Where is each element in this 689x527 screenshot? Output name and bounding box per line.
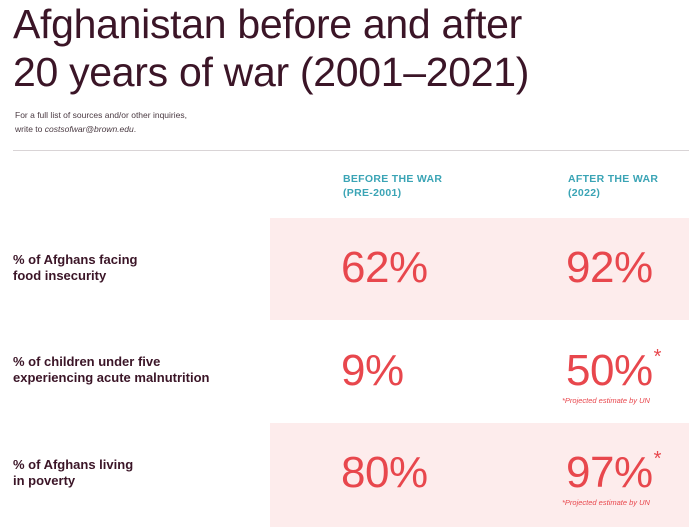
value-before-food-insecurity: 62% [341, 243, 428, 292]
title-line-2: 20 years of war (2001–2021) [13, 49, 530, 95]
value-after-malnutrition: 50%* [566, 346, 662, 395]
source-line-2: write to costsofwar@brown.edu. [15, 124, 137, 134]
projection-note-malnutrition: *Projected estimate by UN [562, 396, 650, 405]
title-line-1: Afghanistan before and after [13, 1, 523, 47]
value-before-poverty: 80% [341, 448, 428, 497]
row-shading-poverty [270, 423, 689, 527]
source-line-1: For a full list of sources and/or other … [15, 110, 187, 120]
page-title: Afghanistan before and after 20 years of… [13, 0, 529, 96]
row-shading-food-insecurity [270, 218, 689, 320]
column-header-after: AFTER THE WAR (2022) [568, 173, 659, 199]
source-note: For a full list of sources and/or other … [15, 108, 187, 136]
row-label-food-insecurity: % of Afghans facing food insecurity [13, 252, 138, 283]
value-before-malnutrition: 9% [341, 346, 404, 395]
value-after-poverty: 97%* [566, 448, 662, 497]
header-divider [13, 150, 689, 151]
row-label-poverty: % of Afghans living in poverty [13, 457, 134, 488]
column-header-before: BEFORE THE WAR (PRE-2001) [343, 173, 443, 199]
value-after-food-insecurity: 92% [566, 243, 653, 292]
projection-note-poverty: *Projected estimate by UN [562, 498, 650, 507]
row-label-malnutrition: % of children under five experiencing ac… [13, 354, 210, 385]
asterisk-mark: * [653, 346, 662, 368]
contact-email-link[interactable]: costsofwar@brown.edu [44, 124, 134, 134]
asterisk-mark: * [653, 448, 662, 470]
